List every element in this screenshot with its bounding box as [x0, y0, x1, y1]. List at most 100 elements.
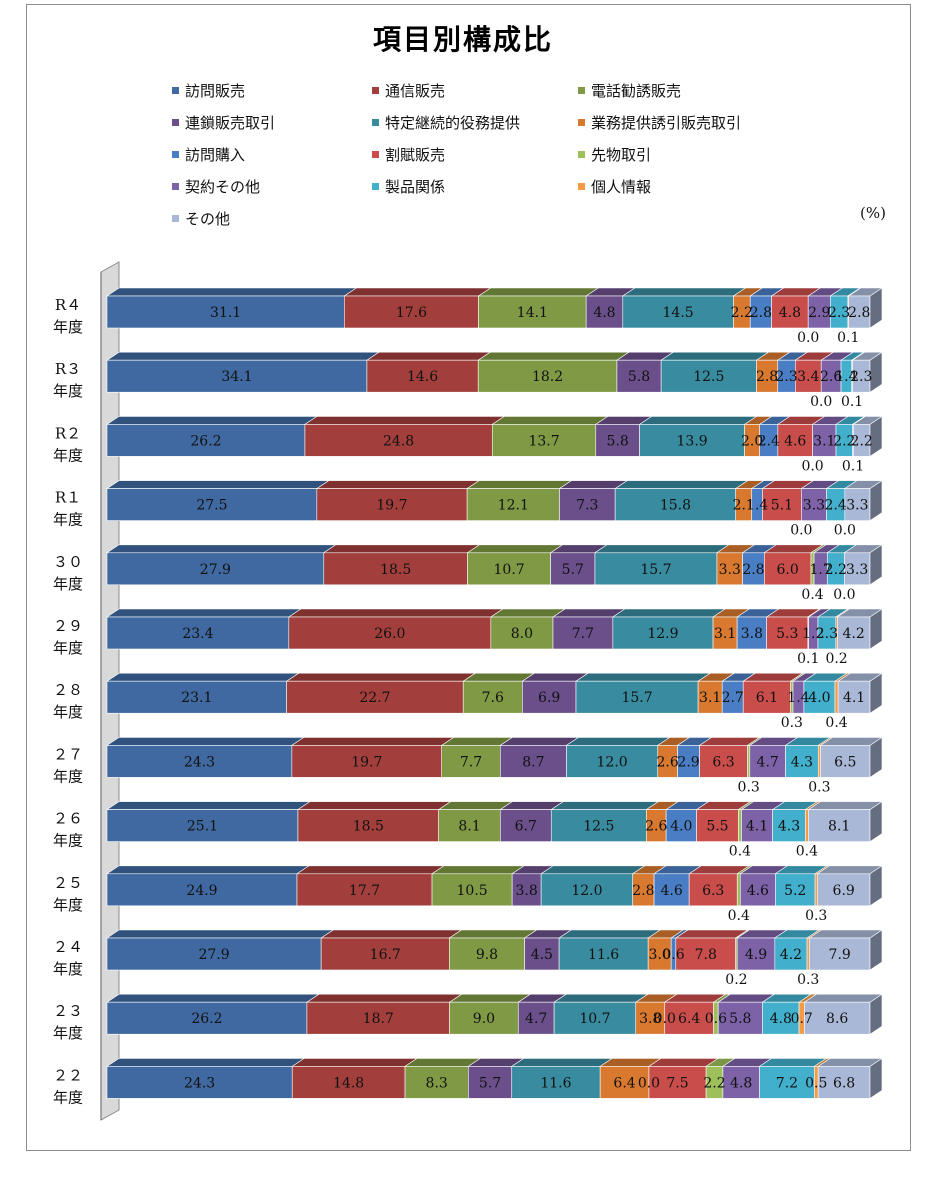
bar-segment — [612, 616, 714, 650]
data-label: 4.5 — [531, 947, 553, 963]
data-label: 2.9 — [808, 305, 830, 321]
bar-segment — [550, 809, 647, 842]
bar-segment-top — [291, 1058, 419, 1067]
bar-segment-top — [808, 929, 883, 939]
category-label: ２９ — [53, 617, 83, 635]
bar-segment-top — [106, 801, 311, 810]
category-label: 年度 — [53, 767, 83, 785]
data-label: 17.6 — [396, 305, 427, 321]
bar-segment-top — [477, 287, 600, 297]
bar-segment — [106, 616, 290, 650]
legend-item: 契約その他 — [172, 176, 260, 197]
bar-segment-top — [477, 351, 630, 361]
bar-segment — [595, 424, 640, 457]
data-label: 6.4 — [678, 1011, 700, 1027]
data-label: 3.0 — [649, 947, 671, 963]
bar-segment — [106, 424, 306, 457]
bar-segment — [522, 680, 577, 714]
legend-label: 特定継続的役務提供 — [385, 114, 521, 132]
bar-segment — [304, 424, 493, 457]
legend-item: 連鎖販売取引 — [172, 112, 275, 133]
bar-segment-top — [499, 737, 580, 746]
category-label: 年度 — [53, 1088, 83, 1106]
bar-segment — [739, 873, 776, 907]
legend-item: 業務提供誘引販売取引 — [578, 112, 741, 133]
legend-label: その他 — [185, 210, 231, 228]
data-label: 23.4 — [182, 626, 213, 642]
bar-end-face — [869, 736, 883, 778]
legend-label: 訪問販売 — [185, 82, 246, 100]
data-label: 2.4 — [758, 433, 780, 449]
bar-segment-top — [365, 351, 492, 361]
bar-segment-top — [285, 672, 477, 682]
legend-swatch — [578, 182, 585, 190]
data-label: 2.2 — [703, 1075, 725, 1091]
data-label: 0.1 — [797, 651, 819, 667]
category-label: 年度 — [53, 832, 83, 850]
bar-segment — [738, 809, 742, 842]
legend-swatch — [578, 150, 585, 158]
legend-label: 電話勧誘販売 — [591, 82, 682, 100]
bar-segment-top — [106, 544, 337, 554]
data-label: 4.1 — [843, 690, 865, 706]
bar-segment — [665, 809, 697, 842]
legend-item: 割賦販売 — [372, 144, 445, 165]
bar-segment-top — [575, 672, 712, 682]
data-label: 0.6 — [705, 1011, 727, 1027]
data-label: 3.1 — [813, 433, 835, 449]
data-label: 19.7 — [351, 754, 382, 770]
data-label: 0.3 — [805, 908, 827, 924]
data-label: 31.1 — [210, 305, 241, 321]
legend-item: 製品関係 — [372, 176, 445, 197]
bar-segment — [716, 552, 743, 586]
legend-swatch — [172, 86, 179, 94]
data-label: 5.7 — [479, 1075, 501, 1091]
legend-item: 特定継続的役務提供 — [372, 112, 520, 133]
legend-swatch — [578, 86, 585, 94]
bar-segment — [688, 873, 738, 907]
category-label: R４ — [55, 296, 81, 314]
bar-segment — [477, 359, 618, 393]
category-label: ２２ — [53, 1066, 83, 1084]
data-label: 6.4 — [613, 1075, 635, 1091]
bar-segment-top — [803, 993, 883, 1003]
category-label: ２８ — [53, 681, 83, 699]
bar-segment — [106, 937, 322, 971]
data-label: 9.8 — [476, 947, 498, 963]
bar-segment — [759, 1066, 815, 1099]
legend-label: 契約その他 — [185, 178, 261, 196]
bar-segment — [594, 552, 718, 586]
data-label: 0.1 — [841, 394, 863, 410]
legend-swatch — [172, 118, 179, 126]
bar-segment — [806, 937, 810, 971]
bar-segment — [635, 1001, 666, 1035]
bar-segment-top — [106, 351, 380, 361]
data-label: 0.2 — [825, 651, 847, 667]
bar-segment-top — [343, 287, 492, 297]
data-label: 2.1 — [733, 498, 755, 514]
data-label: 3.3 — [846, 498, 868, 514]
data-label: 14.6 — [407, 369, 438, 385]
legend-swatch — [372, 182, 379, 190]
legend-item: 個人情報 — [578, 176, 651, 197]
data-label: 2.6 — [820, 369, 842, 385]
bar-segment-top — [106, 865, 310, 875]
data-label: 12.5 — [583, 819, 614, 835]
data-label: 19.7 — [376, 498, 407, 514]
legend-label: 先物取引 — [591, 146, 652, 164]
bar-segment-top — [565, 737, 671, 746]
bar-segment — [106, 1066, 293, 1099]
bar-segment — [697, 680, 723, 714]
bar-segment-top — [305, 993, 463, 1003]
category-label: 年度 — [53, 318, 83, 336]
bar-segment — [696, 809, 739, 842]
bar-segment — [622, 295, 734, 329]
data-label: 26.0 — [374, 626, 405, 642]
bar-segment — [653, 873, 690, 907]
data-label: 0.1 — [837, 330, 859, 346]
bar-segment — [524, 937, 560, 971]
bar-segment — [106, 488, 318, 521]
data-label: 0.3 — [781, 715, 803, 731]
bar-segment — [814, 873, 818, 907]
